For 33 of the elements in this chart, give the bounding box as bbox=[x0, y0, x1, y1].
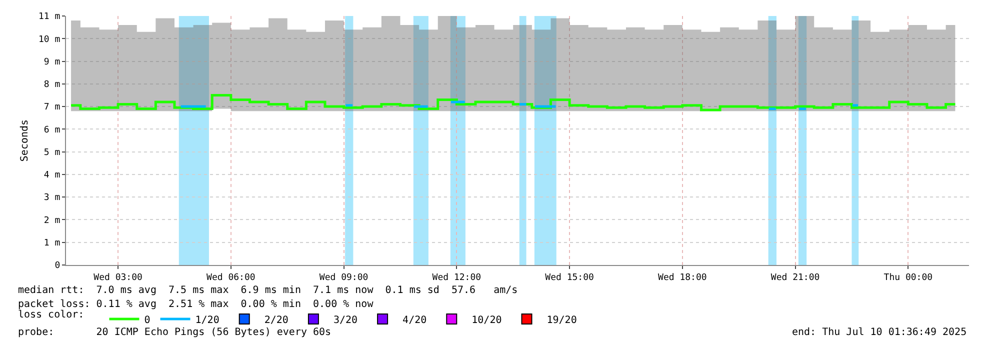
y-tick-label: 3 m bbox=[44, 193, 60, 204]
y-tick-label: 9 m bbox=[44, 57, 60, 68]
legend-title: loss color: bbox=[18, 310, 96, 320]
y-tick-label: 6 m bbox=[44, 125, 60, 136]
y-tick-label: 1 m bbox=[44, 238, 60, 249]
x-tick-label: Wed 15:00 bbox=[545, 272, 594, 283]
x-tick-label: Wed 03:00 bbox=[94, 272, 142, 283]
text: median rtt: 7.0 ms avg 7.5 ms max 6.9 ms min 7.1 ms now 0.1 ms sd 57.6 am/s bbox=[18, 285, 518, 296]
legend-label: 1/20 bbox=[195, 314, 220, 326]
y-tick-label: 4 m bbox=[44, 170, 60, 181]
x-tick-label: Thu 00:00 bbox=[884, 272, 933, 283]
legend-label: 2/20 bbox=[264, 314, 288, 326]
legend-label: 19/20 bbox=[546, 314, 577, 326]
y-axis-title: Seconds bbox=[20, 119, 31, 162]
text: packet loss: 0.11 % avg 2.51 % max 0.00 % min 0.00 % now bbox=[18, 299, 374, 310]
y-tick-label: 8 m bbox=[44, 80, 60, 90]
y-tick-label: 2 m bbox=[44, 216, 60, 226]
y-tick-label: 7 m bbox=[44, 102, 60, 113]
x-tick-label: Wed 09:00 bbox=[319, 272, 368, 283]
y-tick-label: 0 bbox=[54, 261, 60, 272]
legend-label: 3/20 bbox=[333, 314, 358, 326]
y-tick-label: 10 m bbox=[38, 34, 60, 45]
text: end: Thu Jul 10 01:36:49 2025 bbox=[792, 327, 967, 338]
y-tick-label: 11 m bbox=[38, 12, 60, 22]
x-tick-label: Wed 06:00 bbox=[206, 272, 256, 283]
legend-label: 4/20 bbox=[402, 314, 427, 326]
x-tick-label: Wed 18:00 bbox=[658, 272, 707, 283]
legend-label: 0 bbox=[144, 314, 150, 326]
x-tick-label: Wed 21:00 bbox=[770, 272, 820, 283]
legend-label: 10/20 bbox=[472, 314, 502, 326]
text: probe: 20 ICMP Echo Pings (56 Bytes) every 60s bbox=[18, 327, 332, 338]
y-tick-label: 5 m bbox=[44, 148, 60, 158]
x-tick-label: Wed 12:00 bbox=[432, 272, 482, 283]
